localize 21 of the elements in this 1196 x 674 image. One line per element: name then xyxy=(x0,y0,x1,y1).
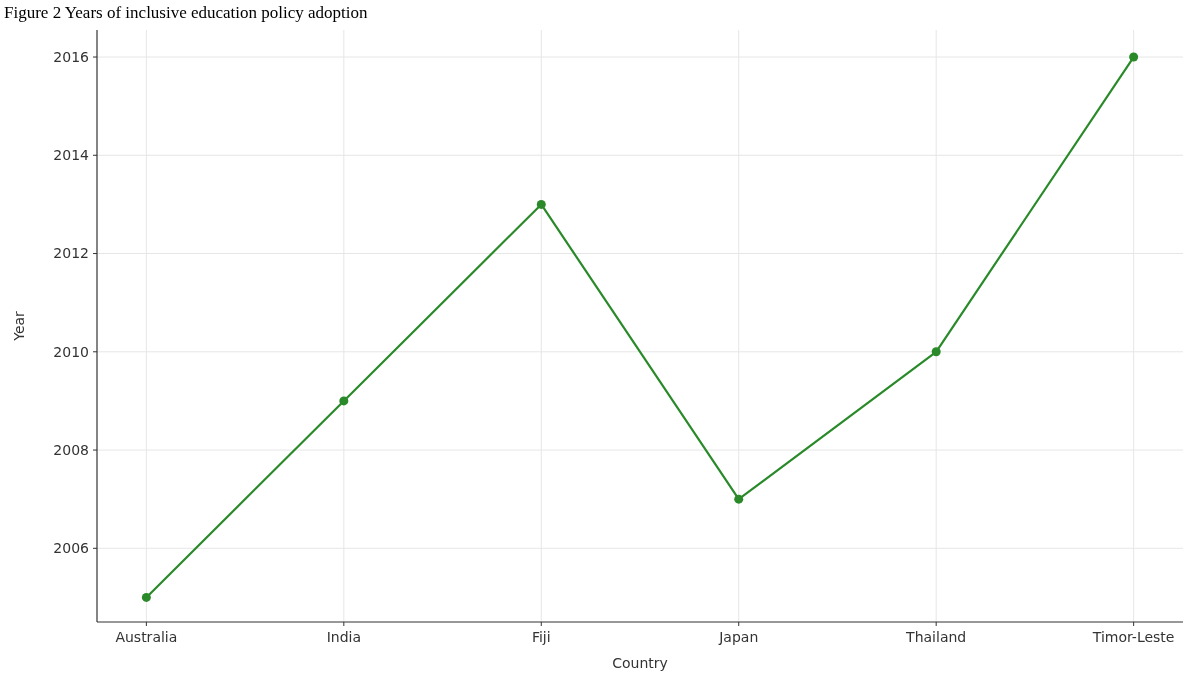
x-tick-label: Thailand xyxy=(905,629,967,645)
point xyxy=(931,347,941,357)
y-tick-label: 2010 xyxy=(53,343,89,360)
x-axis-title: Country xyxy=(612,655,668,671)
point xyxy=(339,396,349,406)
y-tick-label: 2014 xyxy=(53,147,90,164)
x-tick-label: Fiji xyxy=(531,629,551,645)
y-axis-title: Year xyxy=(11,310,27,342)
y-tick-label: 2016 xyxy=(53,48,90,65)
y-tick-label: 2012 xyxy=(53,245,89,262)
point xyxy=(141,592,151,602)
y-tick-label: 2008 xyxy=(53,441,89,458)
point xyxy=(734,494,744,504)
point xyxy=(1129,52,1139,62)
x-tick-label: Japan xyxy=(718,629,759,645)
x-tick-label: Timor-Leste xyxy=(1091,629,1175,645)
chart-title: Figure 2 Years of inclusive education policy adoption xyxy=(4,3,369,22)
x-tick-label: India xyxy=(326,629,361,645)
x-tick-label: Australia xyxy=(115,629,178,645)
point xyxy=(536,199,546,209)
y-tick-label: 2006 xyxy=(53,540,90,557)
